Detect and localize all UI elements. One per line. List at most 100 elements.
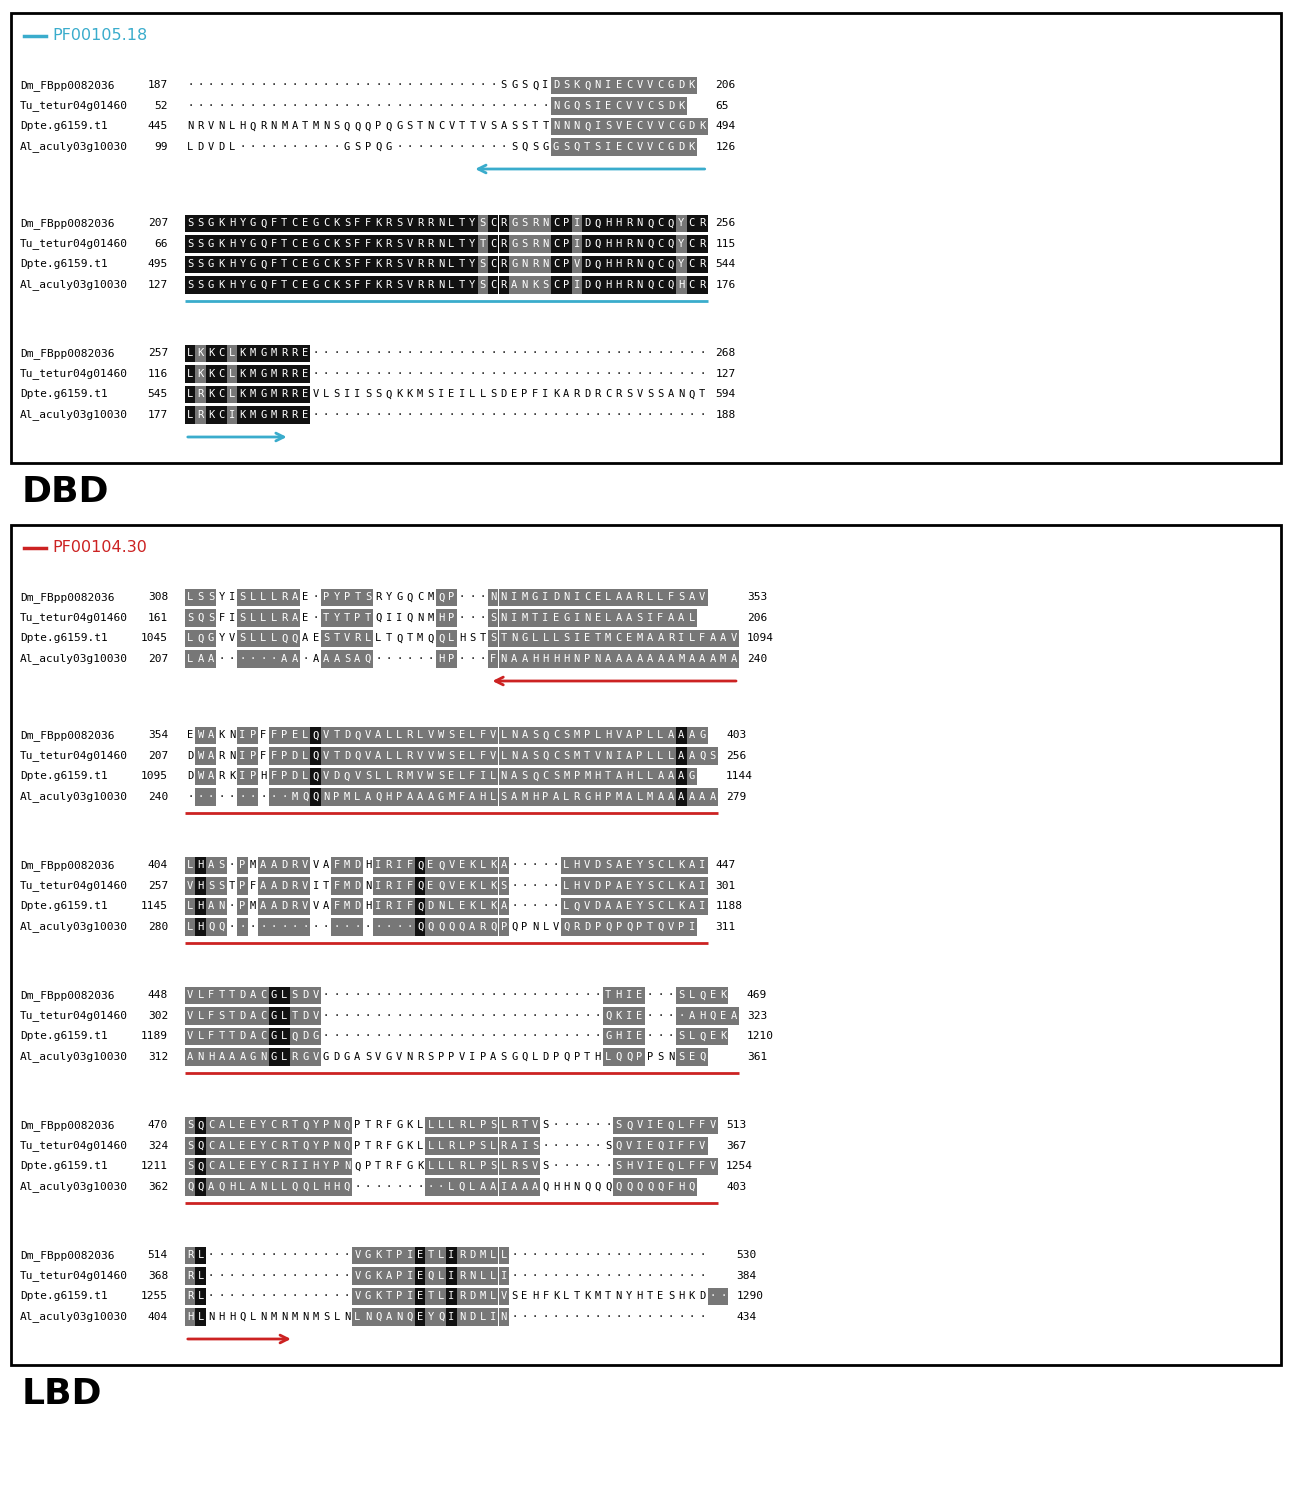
Bar [614,1178,624,1196]
Bar [456,856,468,874]
Text: I: I [594,122,601,132]
Text: A: A [208,902,214,912]
Text: P: P [448,654,455,663]
Text: L: L [271,633,276,644]
Bar [269,726,279,744]
Bar [425,1246,435,1264]
Bar [331,897,342,915]
Text: ·: · [313,369,319,380]
Bar [488,747,499,765]
Text: Q: Q [490,921,496,932]
Bar [603,138,614,156]
Bar [258,1158,269,1174]
Text: 1045: 1045 [141,633,168,644]
Text: ·: · [584,348,590,358]
Text: ·: · [469,1011,475,1020]
Text: C: C [260,1032,266,1041]
Text: P: P [543,792,549,801]
Text: D: D [689,122,695,132]
Bar [509,630,519,646]
Bar [185,856,195,874]
Bar [708,987,718,1004]
Text: M: M [428,612,434,622]
Bar [384,1246,394,1264]
Bar [686,276,698,294]
Text: Q: Q [658,1182,664,1191]
Bar [478,255,488,273]
Text: Q: Q [699,990,705,1000]
Text: L: L [198,990,204,1000]
Bar [708,650,718,668]
Text: C: C [658,902,664,912]
Bar [708,747,718,765]
Text: ·: · [428,369,434,380]
Text: S: S [218,880,225,891]
Text: ·: · [627,369,632,380]
Text: G: G [668,80,674,90]
Text: Y: Y [218,633,225,644]
Bar [195,364,205,382]
Bar [216,1178,227,1196]
Text: L: L [364,633,371,644]
Bar [238,386,248,404]
Bar [561,609,571,627]
Bar [665,276,676,294]
Text: ·: · [512,1270,517,1281]
Text: S: S [187,219,194,228]
Text: A: A [375,730,381,741]
Bar [624,768,634,784]
Bar [373,1308,384,1326]
Text: Dpte.g6159.t1: Dpte.g6159.t1 [19,633,107,644]
Text: 257: 257 [147,880,168,891]
Text: C: C [218,390,225,399]
Text: ·: · [500,348,506,358]
Bar [676,609,686,627]
Text: H: H [553,654,559,663]
Bar [583,255,593,273]
Text: ·: · [239,1270,245,1281]
Text: Q: Q [428,921,434,932]
Text: Y: Y [239,260,245,270]
Bar [550,768,561,784]
Text: V: V [637,142,642,152]
Text: I: I [302,1161,309,1172]
Bar [331,747,342,765]
Bar [446,650,456,668]
Bar [571,98,583,114]
Text: H: H [594,1052,601,1062]
Text: I: I [500,1270,506,1281]
Bar [279,364,289,382]
Text: 494: 494 [716,122,735,132]
Text: ·: · [543,100,549,111]
Bar [195,1158,205,1174]
Text: ·: · [522,1251,527,1260]
Text: M: M [428,592,434,602]
Bar [603,897,614,915]
Bar [205,1116,216,1134]
Text: R: R [292,1052,298,1062]
Text: P: P [615,921,621,932]
Bar [634,117,645,135]
Text: L: L [543,633,549,644]
Text: N: N [438,279,444,290]
Text: K: K [208,348,214,358]
Bar [718,650,729,668]
Text: ·: · [543,1251,549,1260]
Bar [655,1137,665,1155]
Text: H: H [198,880,204,891]
Bar [478,878,488,894]
Bar [488,1178,499,1196]
Bar [540,588,550,606]
Text: Q: Q [198,1120,204,1131]
Text: K: K [678,861,685,870]
Bar [404,1268,415,1284]
Text: L: L [198,1292,204,1300]
Bar [258,897,269,915]
Text: F: F [699,633,705,644]
Text: ·: · [532,1311,539,1322]
Text: Q: Q [239,1311,245,1322]
Text: R: R [512,1161,517,1172]
Bar [686,609,698,627]
Bar [404,856,415,874]
Text: L: L [479,1311,486,1322]
